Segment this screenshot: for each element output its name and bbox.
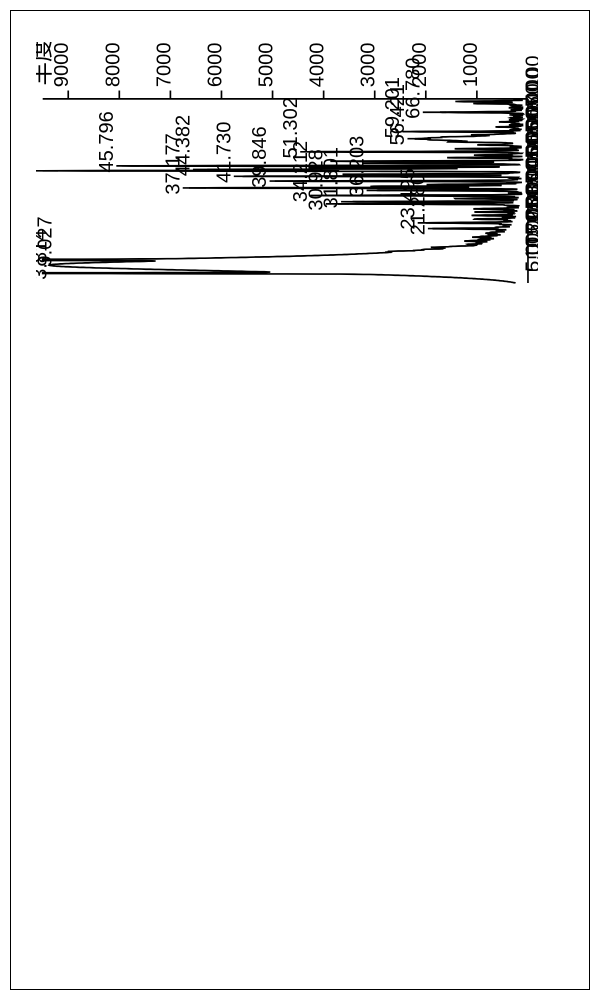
ytick-label: 3000000 — [358, 42, 380, 87]
peak-label: 39.846 — [249, 126, 271, 187]
peak-label: 45.796 — [96, 111, 118, 172]
ytick-label: 8000000 — [102, 42, 124, 87]
peak-label: 36.203 — [346, 136, 368, 197]
peak-label: 59.201 — [382, 77, 404, 138]
ytick-label: 4000000 — [307, 42, 329, 87]
chromatogram-page: 5.0010.0015.0020.0025.0030.0035.0040.004… — [0, 0, 600, 1000]
peak-label: 31.801 — [321, 147, 343, 208]
y-axis-title: 丰度 — [36, 42, 54, 86]
peak-label: 66.780 — [402, 58, 424, 119]
peak-label: 51.302 — [280, 97, 302, 158]
ytick-label: 9000000 — [51, 42, 73, 87]
xtick-label: 70.00 — [523, 55, 538, 105]
ytick-label: 6000000 — [204, 42, 226, 87]
ytick-label: 5000000 — [256, 42, 278, 87]
peak-label: 9.027 — [36, 216, 57, 266]
peak-label: 44.382 — [173, 115, 195, 176]
chromatogram-plot: 5.0010.0015.0020.0025.0030.0035.0040.004… — [36, 42, 538, 293]
ytick-label: 7000000 — [153, 42, 175, 87]
peak-label: 41.730 — [213, 122, 235, 183]
ytick-label: 1000000 — [460, 42, 482, 87]
peak-label: 23.495 — [397, 168, 419, 229]
